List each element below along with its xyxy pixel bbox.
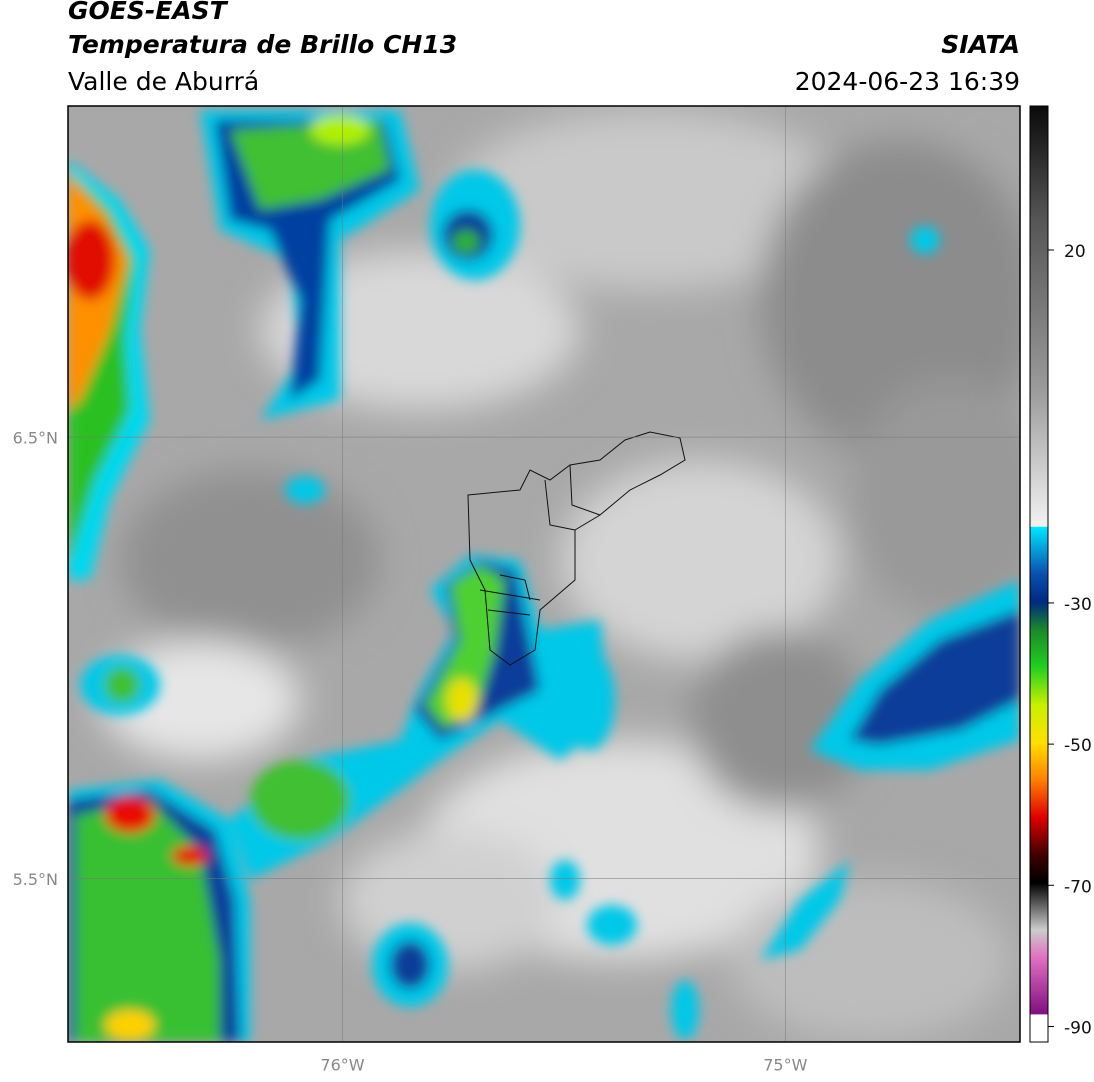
colorbar-tick-label: 20 — [1064, 242, 1086, 262]
datetime: 2024-06-23 16:39 — [795, 67, 1020, 96]
colorbar-tick-label: -50 — [1064, 736, 1092, 756]
lon-tick-label: 76°W — [320, 1056, 364, 1075]
source: SIATA — [941, 30, 1020, 59]
map-frame — [67, 105, 1021, 1043]
region: Valle de Aburrá — [68, 67, 259, 96]
lon-tick-label: 75°W — [763, 1056, 807, 1075]
colorbar — [1029, 105, 1049, 1043]
lat-tick-label: 5.5°N — [13, 870, 58, 889]
colorbar-tick-label: -70 — [1064, 877, 1092, 897]
colorbar-tick-label: -30 — [1064, 595, 1092, 615]
municipal-boundaries — [467, 431, 686, 666]
lat-tick-label: 6.5°N — [13, 429, 58, 448]
satellite-image — [68, 106, 1020, 1042]
subtitle: Temperatura de Brillo CH13 — [68, 30, 457, 59]
colorbar-tick-label: -90 — [1064, 1018, 1092, 1038]
title: GOES-EAST — [68, 0, 229, 25]
